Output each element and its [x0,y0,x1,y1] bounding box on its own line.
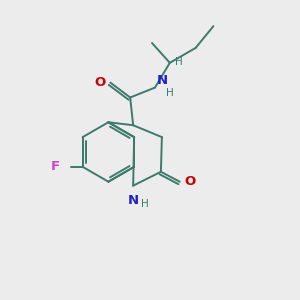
Text: H: H [175,57,182,67]
Text: O: O [94,76,105,89]
Text: H: H [141,199,149,208]
Text: N: N [128,194,139,207]
Text: N: N [157,74,168,87]
Text: H: H [166,88,174,98]
Text: O: O [185,175,196,188]
Text: F: F [51,160,60,173]
